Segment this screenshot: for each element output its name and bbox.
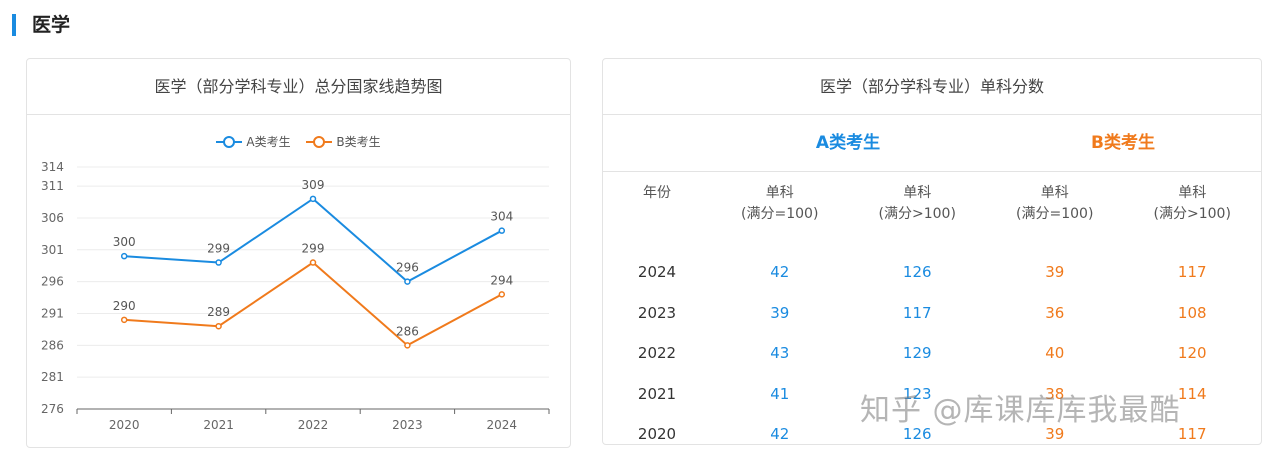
cell-b1: 39 [1045, 263, 1065, 282]
data-point [404, 278, 411, 285]
line-chart: 276 281 286 291 296 301 306 311 314 2020 2021 2022 2… [41, 160, 550, 432]
x-tick-label: 2023 [392, 418, 423, 432]
data-point [309, 259, 317, 266]
cell-a2: 126 [902, 425, 932, 444]
chart-legend: A类考生 B类考生 [27, 133, 570, 151]
cell-a1: 42 [770, 425, 790, 444]
y-tick-label: 306 [41, 211, 64, 225]
cell-b2: 117 [1177, 263, 1207, 282]
cell-year: 2023 [637, 303, 677, 322]
data-label: 294 [490, 273, 513, 287]
y-tick-label: 311 [41, 179, 64, 193]
y-tick-label: 286 [41, 338, 64, 352]
cell-b2: 117 [1177, 425, 1207, 444]
x-tick-label: 2021 [203, 418, 234, 432]
x-tick-label: 2024 [487, 418, 518, 432]
legend-label-b: B类考生 [336, 135, 381, 149]
cell-year: 2021 [637, 384, 677, 403]
cell-year: 2020 [637, 425, 677, 444]
y-tick-label: 276 [41, 402, 64, 416]
cell-a1: 39 [770, 303, 790, 322]
y-tick-label: 314 [41, 160, 64, 174]
cell-a2: 126 [902, 263, 932, 282]
cell-b2: 108 [1177, 303, 1207, 322]
table-row: 2020 42 126 39 117 [603, 414, 1261, 455]
data-label: 286 [396, 324, 419, 338]
group-a-label: A类考生 [815, 133, 881, 153]
data-label: 289 [207, 305, 230, 319]
col-header-b2: 单科 (满分>100) [1153, 185, 1231, 222]
cell-year: 2024 [637, 263, 677, 282]
table-header-row: 年份 单科 (满分=100) 单科 (满分>100) 单科 (满分=100) 单科 (满… [603, 171, 1261, 252]
table-row: 2021 41 123 38 114 [603, 374, 1261, 415]
data-point [120, 252, 128, 260]
series-line-a [124, 197, 503, 283]
legend-marker-b [306, 135, 333, 148]
cell-b1: 36 [1045, 303, 1065, 322]
table-row: 2023 39 117 36 108 [603, 293, 1261, 334]
data-label: 309 [302, 178, 325, 192]
data-point [498, 291, 506, 298]
cell-year: 2022 [637, 344, 677, 363]
x-tick-label: 2022 [298, 418, 329, 432]
cell-b2: 120 [1177, 344, 1207, 363]
section-accent-bar [12, 14, 16, 36]
col-header-a1: 单科 (满分=100) [741, 185, 819, 222]
legend-item-b[interactable]: B类考生 [306, 133, 381, 150]
y-tick-label: 296 [41, 275, 64, 289]
col-header-b1: 单科 (满分=100) [1016, 185, 1094, 222]
data-point [120, 316, 128, 324]
data-label: 304 [490, 210, 513, 224]
legend-marker-a [216, 135, 243, 148]
data-label: 290 [113, 299, 136, 313]
cell-a2: 129 [902, 344, 932, 363]
cell-a1: 42 [770, 263, 790, 282]
cell-b1: 39 [1045, 425, 1065, 444]
section-title: 医学 [32, 14, 71, 36]
table-row: 2022 43 129 40 120 [603, 333, 1261, 374]
data-point [215, 259, 222, 266]
watermark: 知乎 @库课库库我最酷 [860, 393, 1181, 428]
chart-card-title: 医学（部分学科专业）总分国家线趋势图 [27, 59, 570, 115]
legend-label-a: A类考生 [246, 135, 291, 149]
cell-a2: 123 [902, 384, 932, 403]
x-tick-label: 2020 [109, 418, 140, 432]
table-card-title: 医学（部分学科专业）单科分数 [603, 59, 1261, 115]
cell-a1: 41 [770, 384, 790, 403]
group-b-label: B类考生 [1091, 133, 1155, 153]
table-row: 2024 42 126 39 117 [603, 252, 1261, 293]
data-point [498, 227, 506, 234]
data-point [215, 322, 222, 330]
y-tick-label: 281 [41, 370, 64, 384]
series-line-b [124, 261, 503, 347]
data-label: 300 [113, 235, 136, 249]
cell-b2: 114 [1177, 384, 1207, 403]
score-table: 年份 单科 (满分=100) 单科 (满分>100) 单科 (满分=100) 单科 (满… [603, 171, 1261, 455]
trend-chart-card: 医学（部分学科专业）总分国家线趋势图 A类考生 B类考生 276 281 286 29… [26, 58, 571, 448]
group-header-row: A类考生 B类考生 [603, 115, 1261, 172]
y-tick-label: 291 [41, 306, 64, 320]
score-table-card: 医学（部分学科专业）单科分数 A类考生 B类考生 年份 单科 (满分=100) 单… [602, 58, 1262, 445]
data-label: 299 [207, 242, 230, 256]
data-point [404, 342, 411, 349]
cell-a1: 43 [770, 344, 790, 363]
legend-item-a[interactable]: A类考生 [216, 133, 291, 150]
data-label: 299 [302, 242, 325, 256]
data-label: 296 [396, 261, 419, 275]
cell-b1: 40 [1045, 344, 1065, 363]
data-point [309, 195, 317, 203]
cell-b1: 38 [1045, 384, 1065, 403]
cell-a2: 117 [902, 303, 932, 322]
y-tick-label: 301 [41, 243, 64, 257]
col-header-a2: 单科 (满分>100) [878, 185, 956, 222]
col-header-year: 年份 [643, 185, 671, 201]
